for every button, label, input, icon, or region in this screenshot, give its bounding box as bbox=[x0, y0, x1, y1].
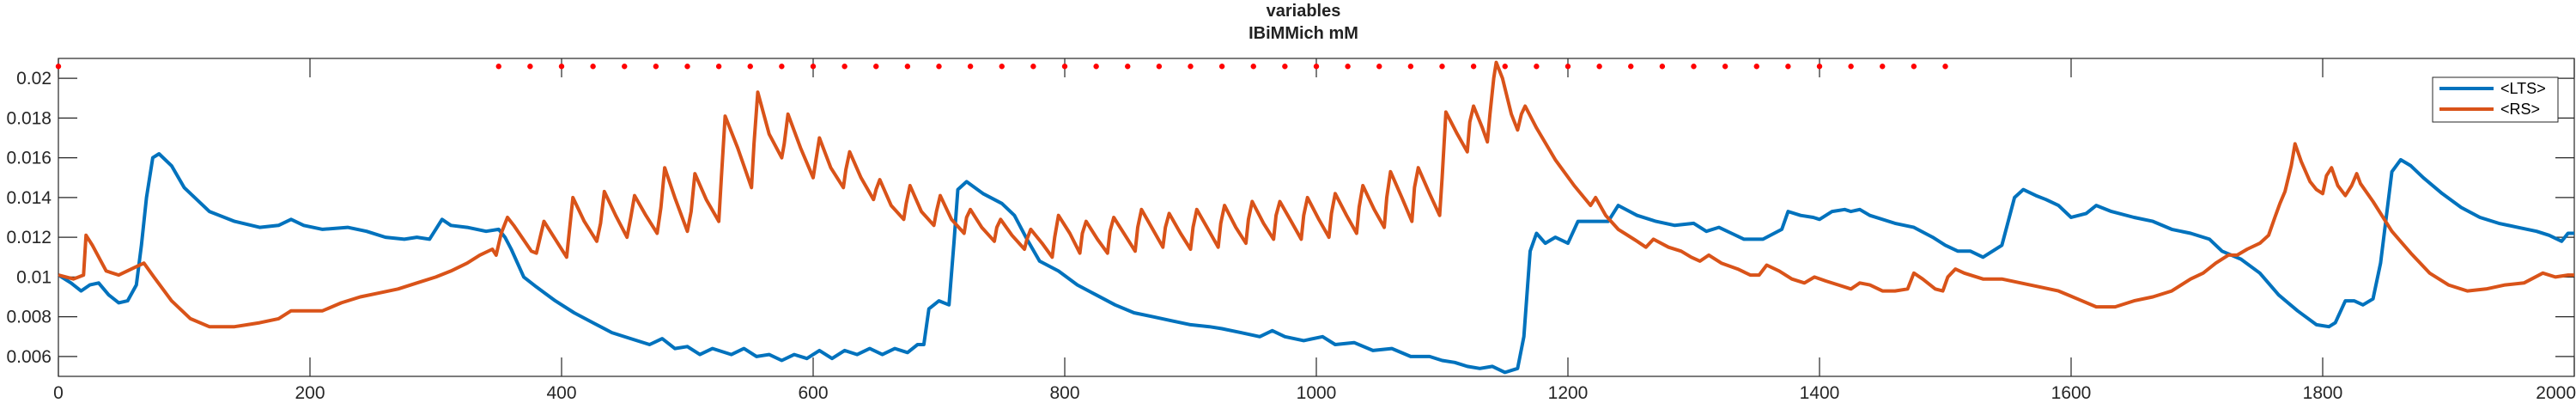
x-tick-label: 400 bbox=[546, 383, 576, 403]
y-tick-label: 0.014 bbox=[6, 188, 52, 208]
stimulus-marker bbox=[1753, 64, 1759, 70]
stimulus-marker bbox=[1439, 64, 1445, 70]
y-tick-label: 0.006 bbox=[6, 347, 52, 367]
stimulus-marker bbox=[527, 64, 533, 70]
stimulus-marker bbox=[1125, 64, 1131, 70]
stimulus-marker bbox=[936, 64, 942, 70]
stimulus-marker bbox=[1911, 64, 1917, 70]
x-tick-label: 2000 bbox=[2536, 383, 2576, 403]
stimulus-marker bbox=[810, 64, 817, 70]
series-line-rs bbox=[58, 60, 2574, 329]
y-tick-label: 0.01 bbox=[16, 267, 52, 287]
stimulus-marker bbox=[1313, 64, 1320, 70]
stimulus-marker bbox=[1691, 64, 1697, 70]
stimulus-marker bbox=[1156, 64, 1163, 70]
stimulus-marker bbox=[590, 64, 596, 70]
stimulus-marker bbox=[747, 64, 753, 70]
stimulus-marker bbox=[1061, 64, 1068, 70]
x-tick-label: 1200 bbox=[1548, 383, 1589, 403]
stimulus-marker bbox=[1376, 64, 1382, 70]
stimulus-marker bbox=[1628, 64, 1634, 70]
x-tick-label: 800 bbox=[1049, 383, 1079, 403]
stimulus-marker bbox=[1596, 64, 1602, 70]
x-axis: 0 200 400 600 800 1000 1200 1400 1600 1800 2000 bbox=[53, 58, 2576, 403]
stimulus-marker bbox=[715, 64, 722, 70]
stimulus-marker bbox=[841, 64, 848, 70]
stimulus-marker bbox=[1848, 64, 1854, 70]
stimulus-marker bbox=[873, 64, 879, 70]
x-tick-label: 1600 bbox=[2051, 383, 2092, 403]
chart-title: variables bbox=[1267, 2, 1341, 21]
y-tick-label: 0.012 bbox=[6, 228, 52, 247]
stimulus-marker bbox=[1345, 64, 1351, 70]
stimulus-marker bbox=[999, 64, 1005, 70]
stimulus-marker bbox=[1282, 64, 1288, 70]
stimulus-marker bbox=[653, 64, 659, 70]
stimulus-marker bbox=[495, 64, 501, 70]
stimulus-marker bbox=[1722, 64, 1728, 70]
series-group bbox=[57, 60, 2574, 375]
stimulus-marker bbox=[1942, 64, 1948, 70]
stimulus-marker bbox=[558, 64, 565, 70]
stimulus-marker bbox=[1785, 64, 1791, 70]
stimulus-marker bbox=[1534, 64, 1540, 70]
y-tick-label: 0.018 bbox=[6, 108, 52, 128]
x-tick-label: 1000 bbox=[1297, 383, 1337, 403]
x-tick-label: 0 bbox=[53, 383, 64, 403]
stimulus-marker bbox=[1093, 64, 1099, 70]
stimulus-marker bbox=[967, 64, 974, 70]
stimulus-marker bbox=[1880, 64, 1886, 70]
stimulus-marker bbox=[1816, 64, 1823, 70]
x-tick-label: 200 bbox=[295, 383, 325, 403]
stimulus-marker bbox=[684, 64, 690, 70]
stimulus-marker bbox=[1470, 64, 1477, 70]
y-tick-label: 0.02 bbox=[16, 69, 52, 89]
stimulus-marker bbox=[1218, 64, 1225, 70]
y-axis: 0.006 0.008 0.01 0.012 0.014 0.016 0.018 0.02 bbox=[6, 69, 2574, 367]
legend: <LTS> <RS> bbox=[2432, 76, 2559, 123]
x-tick-label: 1400 bbox=[1800, 383, 1840, 403]
stimulus-marker bbox=[1407, 64, 1414, 70]
y-tick-label: 0.008 bbox=[6, 308, 52, 327]
legend-label-lts: <LTS> bbox=[2500, 80, 2546, 97]
y-tick-label: 0.016 bbox=[6, 149, 52, 168]
stimulus-marker bbox=[1502, 64, 1508, 70]
stimulus-marker bbox=[904, 64, 911, 70]
stimulus-marker bbox=[1030, 64, 1036, 70]
x-tick-label: 600 bbox=[798, 383, 828, 403]
stimulus-marker bbox=[779, 64, 785, 70]
stimulus-marker bbox=[55, 64, 62, 70]
legend-box bbox=[2432, 76, 2559, 123]
stimulus-marker bbox=[1188, 64, 1194, 70]
plot-area: 0 200 400 600 800 1000 1200 1400 1600 1800 2000 0.… bbox=[6, 58, 2576, 403]
stimulus-marker bbox=[1659, 64, 1666, 70]
stimulus-marker bbox=[622, 64, 628, 70]
chart-subtitle: IBiMMich mM bbox=[1249, 24, 1358, 43]
legend-label-rs: <RS> bbox=[2500, 101, 2540, 118]
stimulus-markers bbox=[55, 64, 1948, 70]
series-line-lts bbox=[57, 152, 2574, 375]
x-tick-label: 1800 bbox=[2303, 383, 2343, 403]
stimulus-marker bbox=[1250, 64, 1256, 70]
stimulus-marker bbox=[1564, 64, 1571, 70]
